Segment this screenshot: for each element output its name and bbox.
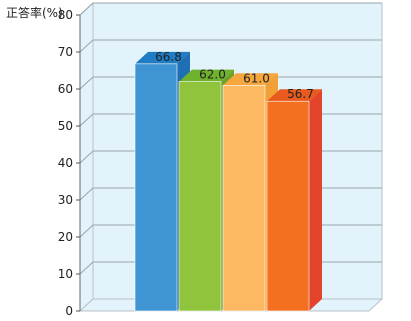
bar-top xyxy=(135,51,190,64)
gridline-side xyxy=(79,224,94,238)
gridline-side xyxy=(79,150,94,164)
gridline-side xyxy=(79,39,94,53)
gridline-side xyxy=(79,113,94,127)
y-tick-label: 50 xyxy=(58,119,73,133)
y-axis-label: 正答率(%) xyxy=(6,5,63,20)
y-tick-labels: 0 10 20 30 40 50 60 70 80 xyxy=(58,8,73,318)
bar-top xyxy=(179,69,234,82)
bars: 66.8 62.0 61.0 56.7 xyxy=(134,50,322,312)
data-label: 56.7 xyxy=(287,87,314,101)
bar-front xyxy=(178,81,222,312)
y-tick-label: 80 xyxy=(58,8,73,22)
y-tick-label: 70 xyxy=(58,45,73,59)
bar-front xyxy=(134,63,178,312)
y-tick-label: 10 xyxy=(58,267,73,281)
y-tick-label: 30 xyxy=(58,193,73,207)
bar-front xyxy=(222,85,266,312)
bar: 56.7 xyxy=(266,87,322,312)
gridline-side xyxy=(79,2,94,16)
gridline-side xyxy=(79,187,94,201)
data-label: 61.0 xyxy=(243,71,270,85)
y-tick-label: 60 xyxy=(58,82,73,96)
bar-front xyxy=(266,100,310,312)
bar-top xyxy=(267,89,322,102)
y-tick-label: 40 xyxy=(58,156,73,170)
gridline-side xyxy=(79,261,94,275)
data-label: 62.0 xyxy=(199,68,226,82)
bar-side xyxy=(309,89,322,312)
y-tick-label: 20 xyxy=(58,230,73,244)
data-label: 66.8 xyxy=(155,50,182,64)
gridline-side xyxy=(79,76,94,90)
y-tick-label: 0 xyxy=(65,304,73,318)
bar-top xyxy=(223,73,278,86)
